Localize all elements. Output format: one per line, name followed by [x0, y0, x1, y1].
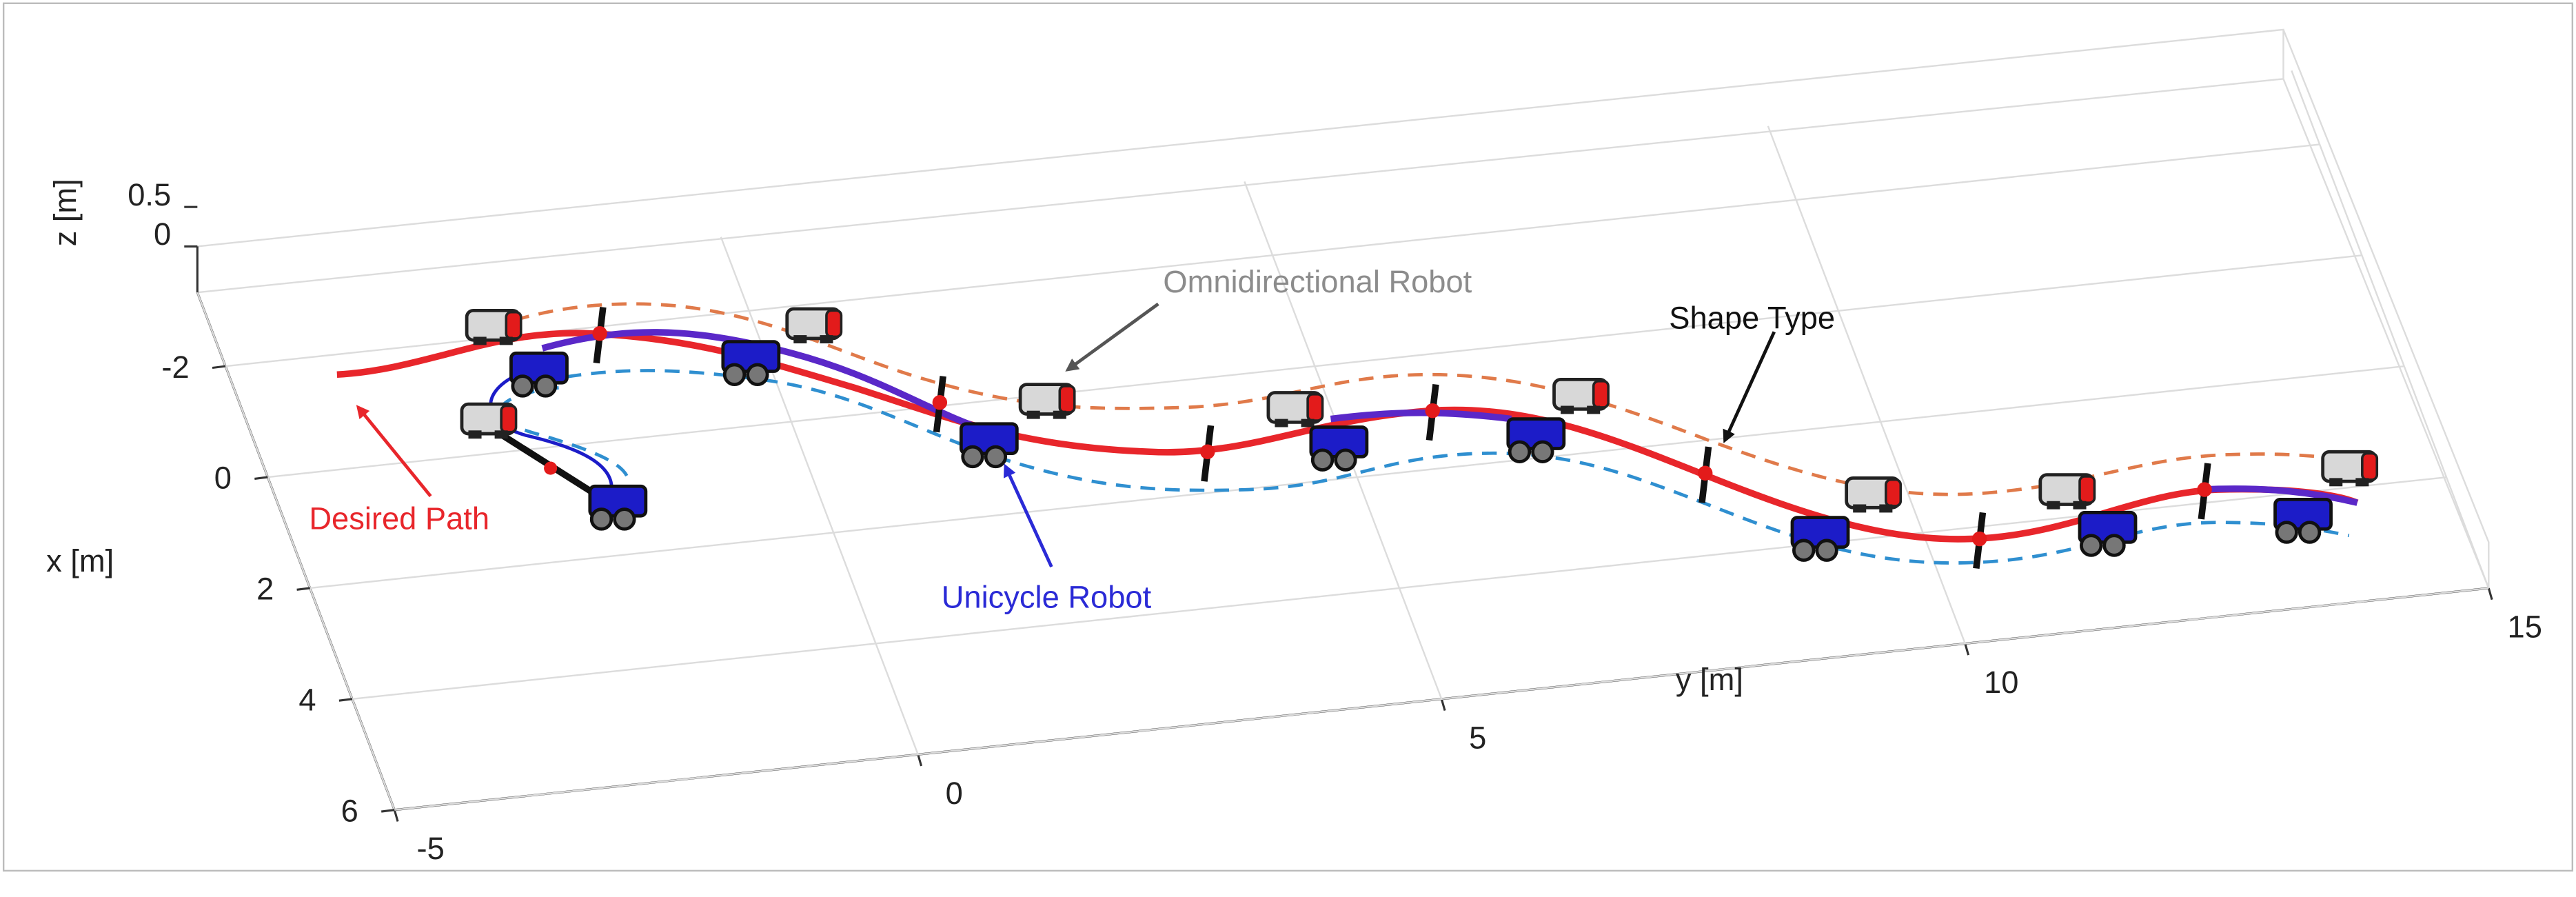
node	[932, 395, 948, 410]
z-tick-label: 0.5	[128, 177, 171, 212]
y-tick-label: 5	[1469, 720, 1486, 755]
z-axis-label: z [m]	[48, 179, 83, 246]
grid-line	[1767, 125, 1966, 644]
grid-line	[310, 365, 2404, 589]
tick-mark	[2487, 587, 2493, 601]
arrow	[1723, 331, 1776, 443]
annotation: Desired Path	[309, 501, 489, 536]
grid-line	[225, 143, 2320, 367]
omni-robot	[1847, 478, 1901, 512]
unicycle-robot	[511, 353, 567, 396]
node	[1698, 465, 1713, 481]
omni-robot	[462, 404, 516, 439]
grid-line	[394, 587, 2489, 811]
node	[1200, 444, 1215, 459]
unicycle-robot	[2080, 512, 2136, 555]
x-tick-label: 6	[341, 793, 358, 828]
grid-line	[720, 236, 919, 755]
grid-line	[352, 476, 2447, 701]
omni-robot	[787, 309, 842, 343]
omni-robot	[467, 310, 521, 345]
x-tick-label: -2	[161, 350, 189, 385]
omni-robot	[2323, 452, 2377, 486]
unicycle-robot	[723, 342, 779, 385]
uni-transition	[489, 373, 613, 494]
omni-robot	[1020, 385, 1075, 419]
tick-mark	[254, 476, 268, 480]
tick-mark	[212, 365, 226, 370]
node	[592, 325, 607, 341]
tick-mark	[1964, 643, 1970, 656]
tick-mark	[338, 698, 353, 702]
node	[1425, 403, 1440, 419]
arrow	[1003, 463, 1053, 568]
annotation: Shape Type	[1669, 301, 1835, 336]
x-axis-label: x [m]	[46, 543, 114, 578]
z-tick-label: 0	[154, 216, 171, 252]
frame	[2, 2, 2574, 872]
tick-mark	[1440, 698, 1446, 711]
x-tick-label: 2	[256, 572, 274, 607]
shape-bars	[592, 307, 2212, 570]
omni-robot	[1554, 379, 1609, 414]
y-tick-label: 0	[946, 776, 963, 811]
node	[1971, 531, 1987, 547]
y-tick-label: 15	[2508, 609, 2542, 645]
unicycle-robot	[1311, 427, 1367, 470]
tick-mark	[296, 587, 310, 591]
y-tick-label: 10	[1984, 665, 2018, 700]
robots	[462, 309, 2377, 561]
grid-line	[2291, 70, 2490, 589]
annotation: Unicycle Robot	[942, 580, 1152, 615]
tick-mark	[393, 809, 399, 822]
unicycle-robot	[2275, 499, 2331, 542]
y-tick-label: -5	[417, 831, 445, 866]
omni-robot	[2040, 475, 2095, 510]
tick-mark	[917, 754, 923, 767]
grid-line	[196, 292, 396, 811]
unicycle-robot	[1792, 518, 1848, 561]
node	[2197, 482, 2212, 497]
omni-robot	[1268, 392, 1323, 427]
annotation: Omnidirectional Robot	[1163, 264, 1472, 299]
arrow	[1065, 302, 1159, 372]
annotations	[356, 302, 1776, 568]
unicycle-robot	[590, 486, 646, 529]
y-axis-label: y [m]	[1676, 662, 1743, 697]
tick-mark	[381, 809, 395, 813]
omni-path	[467, 302, 2366, 496]
x-tick-label: 0	[214, 461, 232, 496]
grid-line	[267, 254, 2362, 478]
unicycle-robot	[1508, 419, 1564, 462]
x-tick-label: 4	[298, 682, 316, 717]
arrow	[356, 405, 432, 498]
